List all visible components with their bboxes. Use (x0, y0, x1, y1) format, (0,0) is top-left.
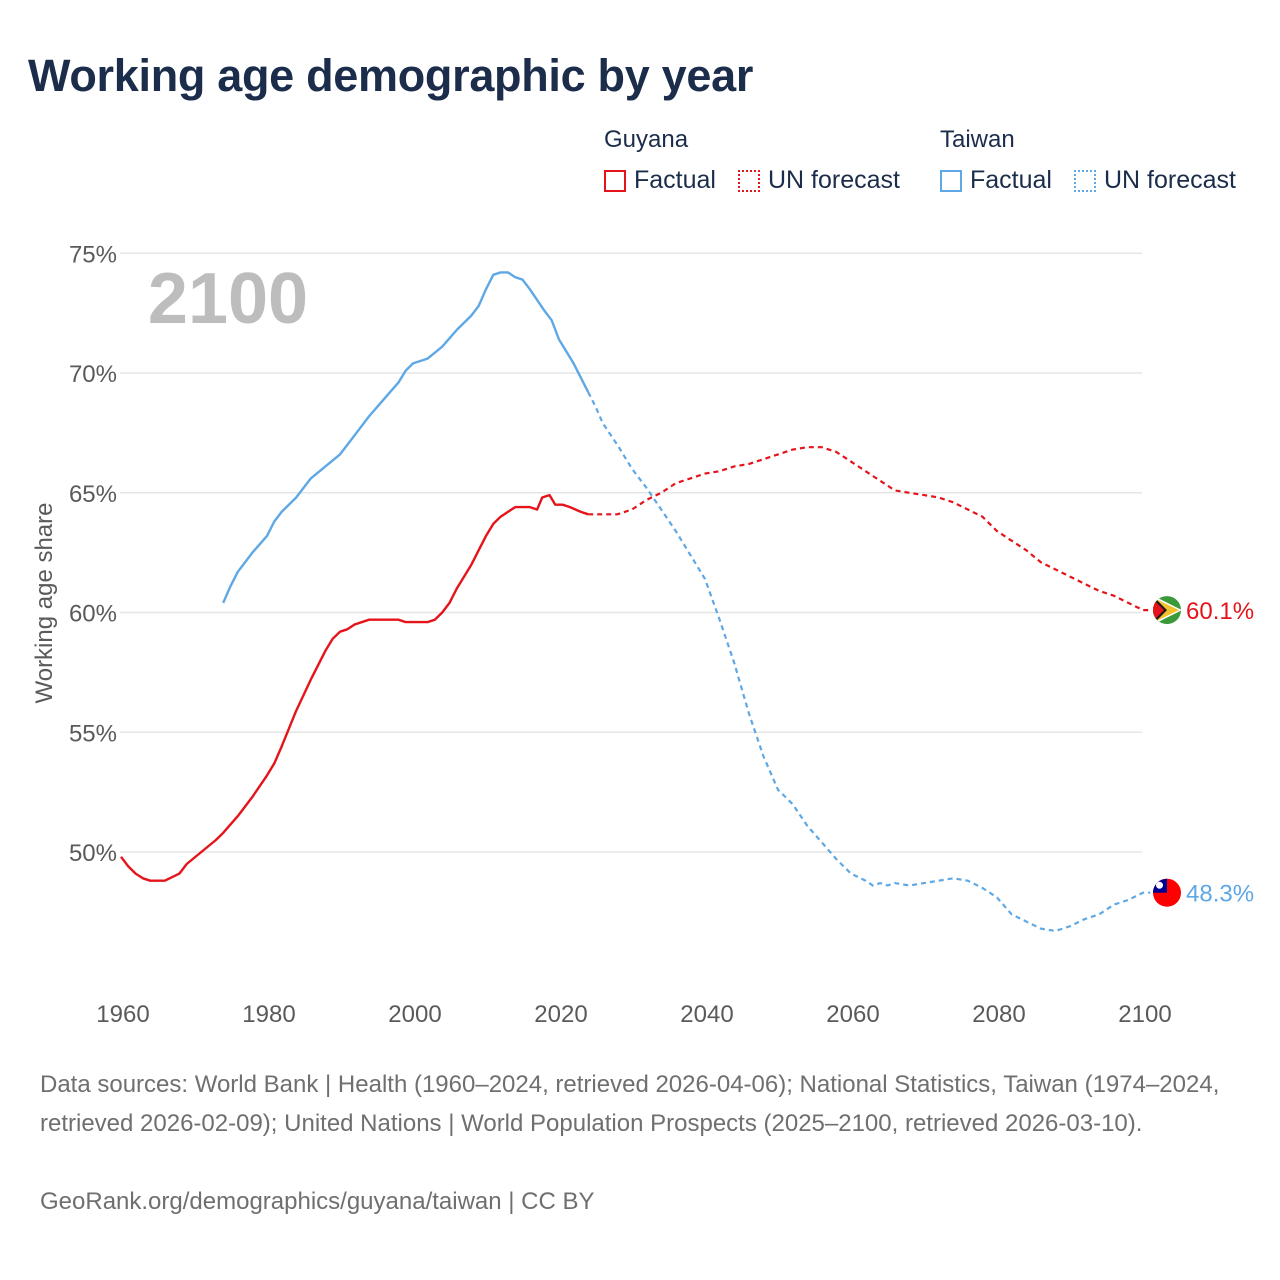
y-tick-label: 75% (69, 241, 117, 268)
legend-taiwan-factual[interactable]: Factual (940, 166, 1052, 195)
x-axis-ticks: 1960 1980 2000 2020 2040 2060 2080 2100 (96, 1001, 1171, 1028)
x-tick-label: 2100 (1118, 1001, 1171, 1028)
legend-guyana-forecast-swatch (738, 169, 760, 192)
guyana-end-value-label: 60.1% (1186, 598, 1254, 625)
chart-title: Working age demographic by year (28, 50, 754, 101)
legend-guyana-factual-label: Factual (634, 166, 716, 194)
taiwan-forecast-line[interactable] (587, 391, 1151, 933)
x-tick-label: 2020 (534, 1001, 587, 1028)
guyana-flag-icon (1153, 596, 1181, 625)
taiwan-factual-line[interactable] (222, 271, 590, 604)
legend-guyana-forecast[interactable]: UN forecast (738, 166, 900, 195)
legend-guyana-factual-swatch (604, 169, 626, 192)
x-tick-label: 2060 (826, 1001, 879, 1028)
line-chart: 75% 70% 65% 60% 55% 50% 1960 1980 2000 2020 2040 2… (31, 241, 1254, 1028)
legend-guyana-forecast-label: UN forecast (768, 166, 900, 194)
legend-guyana-factual[interactable]: Factual (604, 166, 716, 195)
footer-sources: Data sources: World Bank | Health (1960–… (40, 1071, 1220, 1137)
year-watermark: 2100 (148, 259, 308, 339)
y-axis-label: Working age share (31, 503, 58, 704)
guyana-forecast-line[interactable] (588, 446, 1151, 612)
y-tick-label: 70% (69, 361, 117, 388)
series-lines (120, 271, 1151, 933)
legend-taiwan-title: Taiwan (940, 126, 1015, 153)
y-tick-label: 60% (69, 601, 117, 628)
x-tick-label: 2080 (972, 1001, 1025, 1028)
footer-credit[interactable]: GeoRank.org/demographics/guyana/taiwan |… (40, 1188, 595, 1215)
legend-guyana-title: Guyana (604, 126, 689, 153)
guyana-factual-line[interactable] (120, 493, 589, 882)
legend-taiwan-factual-swatch (940, 169, 962, 192)
y-axis-ticks: 75% 70% 65% 60% 55% 50% (69, 241, 117, 867)
legend-taiwan-forecast-swatch (1074, 169, 1096, 192)
y-tick-label: 55% (69, 720, 117, 747)
legend-taiwan-forecast[interactable]: UN forecast (1074, 166, 1236, 195)
grid-lines (120, 252, 1142, 853)
end-markers: 60.1% 48.3% (1153, 596, 1254, 908)
taiwan-end-value-label: 48.3% (1186, 881, 1254, 908)
legend-taiwan-forecast-label: UN forecast (1104, 166, 1236, 194)
y-tick-label: 65% (69, 481, 117, 508)
y-tick-label: 50% (69, 840, 117, 867)
taiwan-flag-icon (1153, 878, 1181, 907)
x-tick-label: 2000 (388, 1001, 441, 1028)
legend-taiwan-factual-label: Factual (970, 166, 1052, 194)
x-tick-label: 2040 (680, 1001, 733, 1028)
x-tick-label: 1960 (96, 1001, 149, 1028)
x-tick-label: 1980 (242, 1001, 295, 1028)
